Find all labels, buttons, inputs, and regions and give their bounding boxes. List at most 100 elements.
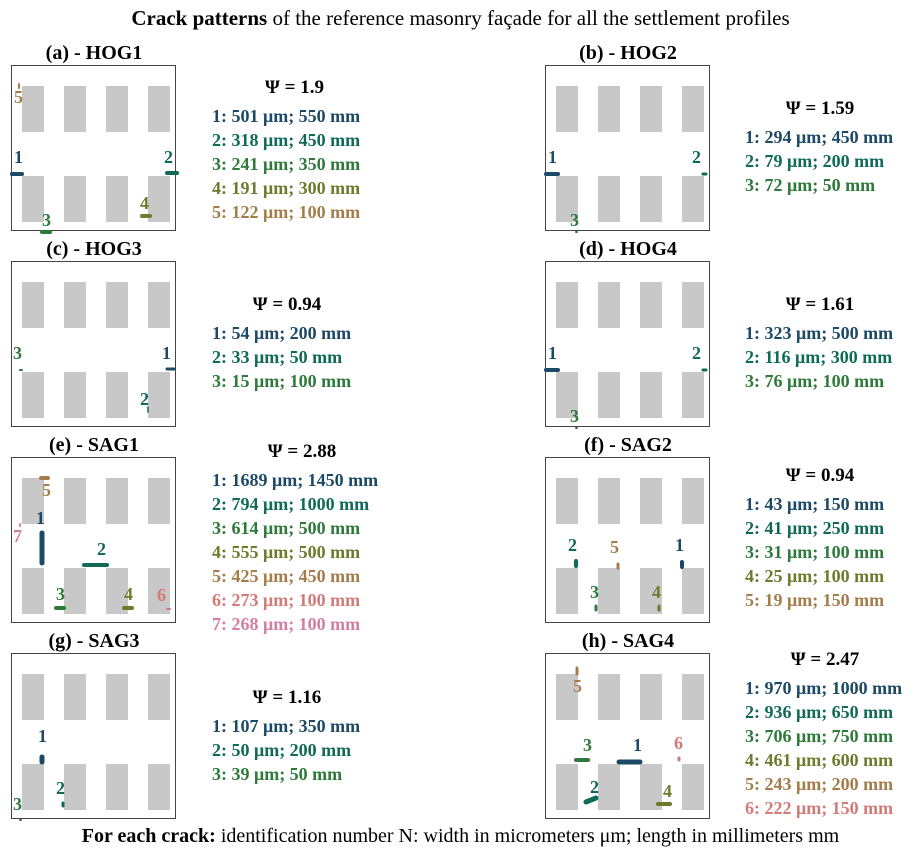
crack-id-label: 4 — [652, 582, 661, 602]
crack-id-label: 3 — [56, 584, 65, 604]
crack-id-label: 2 — [140, 389, 149, 409]
facade-diagram: 1 2 3 — [11, 653, 176, 821]
figure-title-bold: Crack patterns — [131, 6, 268, 30]
window-opening — [640, 282, 662, 328]
crack-id-label: 3 — [570, 406, 579, 426]
facade-diagram: 1 2 3 — [544, 261, 710, 429]
crack-entry: 6: 222 μm; 150 mm — [745, 798, 894, 818]
window-opening — [598, 764, 620, 810]
window-opening — [598, 176, 620, 222]
psi-value: Ψ = 1.9 — [265, 77, 324, 98]
crack-entry: 3: 614 μm; 500 mm — [212, 518, 361, 538]
window-opening — [64, 674, 86, 720]
window-opening — [22, 86, 44, 132]
window-opening — [556, 478, 578, 524]
crack-id-label: 1 — [548, 343, 557, 363]
crack-entry: 1: 294 μm; 450 mm — [745, 127, 894, 147]
panel-label: (c) - HOG3 — [46, 238, 142, 260]
figure-title: Crack patterns of the reference masonry … — [0, 5, 921, 31]
crack-id-label: 1 — [162, 343, 171, 363]
facade-diagram: 1 2 3 — [544, 65, 710, 233]
window-opening — [106, 478, 128, 524]
window-opening — [64, 176, 86, 222]
crack-entry: 6: 273 μm; 100 mm — [212, 590, 361, 610]
window-opening — [64, 478, 86, 524]
crack-entry: 4: 191 μm; 300 mm — [212, 178, 361, 198]
facade-svg: 1 2 3 — [544, 86, 708, 233]
window-opening — [682, 282, 704, 328]
window-opening — [682, 674, 704, 720]
window-opening — [640, 674, 662, 720]
window-opening — [148, 372, 170, 418]
window-opening — [106, 282, 128, 328]
crack-id-label: 4 — [140, 193, 149, 213]
crack-entry: 4: 25 μm; 100 mm — [745, 566, 885, 586]
window-opening — [148, 478, 170, 524]
crack-entry: 5: 425 μm; 450 mm — [212, 566, 361, 586]
window-opening — [148, 674, 170, 720]
psi-value: Ψ = 1.59 — [785, 98, 855, 119]
window-opening — [64, 568, 86, 614]
window-opening — [64, 282, 86, 328]
window-opening — [640, 86, 662, 132]
crack-id-label: 1 — [36, 508, 45, 528]
crack-entry: 1: 43 μm; 150 mm — [745, 494, 885, 514]
crack-id-label: 2 — [56, 778, 65, 798]
window-opening — [148, 282, 170, 328]
window-opening — [22, 568, 44, 614]
crack-id-label: 2 — [590, 777, 599, 797]
crack-entry: 4: 461 μm; 600 mm — [745, 750, 894, 770]
crack-entry: 2: 794 μm; 1000 mm — [212, 494, 370, 514]
crack-entry: 1: 970 μm; 1000 mm — [745, 678, 903, 698]
window-opening — [106, 176, 128, 222]
window-opening — [598, 674, 620, 720]
crack-entry: 1: 107 μm; 350 mm — [212, 716, 361, 736]
crack-entry: 2: 79 μm; 200 mm — [745, 151, 885, 171]
window-opening — [556, 372, 578, 418]
window-opening — [640, 372, 662, 418]
panel-label: (f) - SAG2 — [584, 434, 672, 456]
crack-info: Ψ = 1.9 1: 501 μm; 550 mm 2: 318 μm; 450 m… — [212, 76, 377, 224]
window-opening — [598, 568, 620, 614]
window-opening — [64, 86, 86, 132]
crack-info: Ψ = 0.94 1: 43 μm; 150 mm 2: 41 μm; 250 mm… — [745, 464, 895, 612]
crack-entry: 2: 116 μm; 300 mm — [745, 347, 893, 367]
facade-svg: 1 2 3 4 5 6 — [556, 666, 704, 810]
crack-id-label: 4 — [663, 781, 672, 801]
facade-diagram: 1 2 3 4 5 6 — [545, 653, 710, 819]
crack-id-label: 5 — [42, 480, 51, 500]
facade-diagram: 1 2 3 4 5 — [10, 65, 179, 234]
crack-id-label: 7 — [13, 526, 22, 546]
window-opening — [640, 764, 662, 810]
window-opening — [22, 282, 44, 328]
crack-entry: 1: 54 μm; 200 mm — [212, 323, 352, 343]
crack-entry: 3: 241 μm; 350 mm — [212, 154, 361, 174]
window-opening — [64, 372, 86, 418]
crack-id-label: 1 — [38, 726, 47, 746]
window-opening — [148, 86, 170, 132]
crack-entry: 3: 31 μm; 100 mm — [745, 542, 885, 562]
crack-info: Ψ = 2.47 1: 970 μm; 1000 mm 2: 936 μm; 650… — [745, 648, 905, 820]
crack-id-label: 5 — [14, 87, 23, 107]
crack-entry: 2: 318 μm; 450 mm — [212, 130, 361, 150]
crack-id-label: 2 — [164, 147, 173, 167]
window-opening — [556, 764, 578, 810]
crack-info: Ψ = 1.59 1: 294 μm; 450 mm 2: 79 μm; 200 m… — [745, 97, 895, 197]
window-opening — [148, 176, 170, 222]
crack-info: Ψ = 1.16 1: 107 μm; 350 mm 2: 50 μm; 200 m… — [212, 686, 362, 786]
crack-id-label: 5 — [610, 537, 619, 557]
facade-svg: 1 2 3 — [544, 282, 708, 429]
crack-id-label: 3 — [583, 735, 592, 755]
crack-entry: 3: 39 μm; 50 mm — [212, 764, 343, 784]
facade-svg: 1 2 3 4 5 6 7 — [13, 476, 171, 614]
window-opening — [22, 372, 44, 418]
crack-id-label: 1 — [548, 147, 557, 167]
crack-id-label: 1 — [675, 535, 684, 555]
window-opening — [640, 568, 662, 614]
window-opening — [598, 282, 620, 328]
crack-id-label: 3 — [13, 343, 22, 363]
crack-entry: 2: 41 μm; 250 mm — [745, 518, 885, 538]
crack-entry: 2: 50 μm; 200 mm — [212, 740, 352, 760]
window-opening — [22, 674, 44, 720]
crack-entry: 7: 268 μm; 100 mm — [212, 614, 361, 634]
